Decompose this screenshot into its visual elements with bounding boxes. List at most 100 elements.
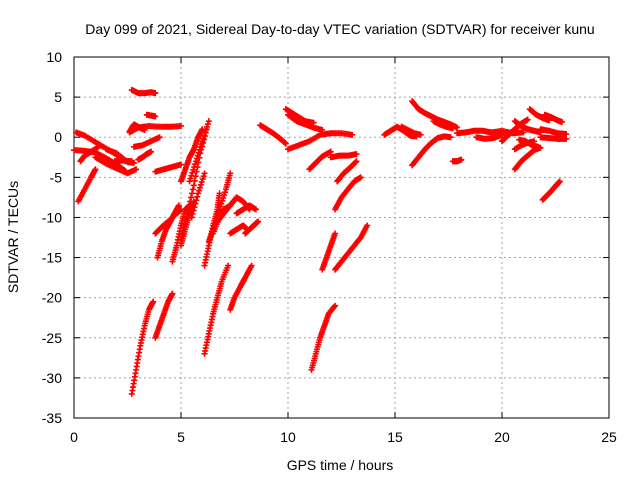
y-tick-label: -25 bbox=[42, 330, 62, 346]
series-arc-59 bbox=[537, 126, 570, 138]
series-arc-61 bbox=[541, 111, 565, 125]
y-axis-label: SDTVAR / TECUs bbox=[5, 181, 21, 293]
data-point bbox=[179, 227, 186, 234]
data-point bbox=[217, 203, 224, 210]
series-arc-36 bbox=[285, 111, 326, 134]
series-arc-23 bbox=[186, 118, 212, 185]
series-arc-16 bbox=[152, 290, 176, 341]
x-tick-label: 10 bbox=[280, 429, 296, 445]
series-arc-13 bbox=[135, 148, 155, 163]
data-point bbox=[184, 210, 191, 217]
data-point bbox=[563, 135, 570, 142]
data-point bbox=[197, 181, 204, 188]
series-arc-12 bbox=[130, 134, 163, 150]
data-point bbox=[357, 174, 364, 181]
data-point bbox=[141, 127, 148, 134]
data-point bbox=[499, 131, 505, 138]
chart-title: Day 099 of 2021, Sidereal Day-to-day VTE… bbox=[85, 21, 594, 37]
data-point bbox=[188, 172, 195, 179]
data-point bbox=[178, 231, 185, 238]
series-arc-18 bbox=[154, 202, 182, 261]
series-arc-8 bbox=[128, 86, 159, 97]
data-point bbox=[202, 129, 209, 136]
series-arc-55 bbox=[511, 144, 544, 173]
data-point bbox=[197, 143, 204, 150]
data-point bbox=[194, 152, 201, 159]
data-point bbox=[193, 155, 200, 162]
data-point bbox=[201, 132, 208, 139]
series-arc-24 bbox=[188, 170, 208, 221]
data-point bbox=[190, 207, 197, 214]
y-tick-label: -35 bbox=[42, 410, 62, 426]
data-point bbox=[156, 134, 163, 141]
data-point bbox=[190, 182, 197, 189]
data-point bbox=[222, 189, 229, 196]
axes-frame bbox=[73, 56, 610, 419]
y-tick-label: -5 bbox=[50, 169, 63, 185]
data-point bbox=[218, 200, 225, 207]
data-point bbox=[150, 298, 157, 305]
data-point bbox=[255, 218, 262, 225]
data-point bbox=[198, 141, 205, 148]
series-arc-46 bbox=[398, 123, 424, 138]
series-arc-4 bbox=[75, 166, 99, 205]
y-tick-label: 5 bbox=[54, 89, 62, 105]
y-tick-label: 10 bbox=[46, 49, 62, 65]
data-point bbox=[227, 170, 234, 177]
data-point bbox=[524, 116, 531, 123]
data-point bbox=[189, 190, 196, 197]
data-point bbox=[520, 129, 527, 136]
data-point bbox=[225, 262, 232, 269]
data-point bbox=[182, 217, 189, 224]
data-point bbox=[186, 178, 193, 185]
data-point bbox=[195, 149, 202, 156]
data-point bbox=[183, 213, 190, 220]
data-point bbox=[205, 118, 212, 125]
series-arc-42 bbox=[332, 222, 371, 273]
data-point bbox=[181, 220, 188, 227]
data-point bbox=[175, 202, 182, 209]
data-point bbox=[169, 290, 176, 297]
x-tick-label: 25 bbox=[601, 429, 617, 445]
series-arc-57 bbox=[516, 136, 542, 150]
data-point bbox=[203, 126, 210, 133]
data-point bbox=[221, 192, 228, 199]
data-point bbox=[220, 194, 227, 201]
series-arc-30 bbox=[233, 202, 259, 217]
data-point bbox=[188, 214, 195, 221]
data-point bbox=[219, 197, 226, 204]
y-tick-label: -30 bbox=[42, 370, 62, 386]
data-point bbox=[190, 166, 197, 173]
data-point bbox=[417, 131, 424, 138]
x-axis-label: GPS time / hours bbox=[287, 457, 394, 473]
data-point bbox=[152, 113, 159, 120]
series-arc-37 bbox=[285, 130, 356, 153]
series-arc-52 bbox=[473, 131, 505, 142]
data-point bbox=[178, 161, 184, 168]
data-point bbox=[198, 178, 205, 185]
x-tick-label: 0 bbox=[70, 429, 78, 445]
data-point bbox=[193, 197, 200, 204]
data-point bbox=[180, 224, 187, 231]
data-point bbox=[449, 125, 456, 132]
series-arc-14 bbox=[152, 161, 184, 175]
data-point bbox=[248, 262, 255, 269]
data-point bbox=[193, 168, 200, 175]
data-point bbox=[133, 166, 140, 173]
data-point bbox=[192, 158, 199, 165]
data-point bbox=[556, 178, 563, 185]
data-point bbox=[332, 302, 339, 309]
data-point bbox=[189, 211, 196, 218]
data-point bbox=[353, 158, 360, 165]
tick-labels: 0 5 10 15 20 25 -35 -30 -25 -20 -15 -10 -5 0 5 10 bbox=[42, 49, 617, 445]
data-point bbox=[200, 173, 207, 180]
series-arc-31 bbox=[227, 262, 255, 313]
y-tick-label: -20 bbox=[42, 290, 62, 306]
data-point bbox=[186, 202, 193, 209]
data-point bbox=[194, 193, 201, 200]
data-point bbox=[281, 139, 288, 146]
data-point bbox=[201, 170, 208, 177]
data-point bbox=[349, 131, 356, 138]
data-point bbox=[196, 187, 203, 194]
